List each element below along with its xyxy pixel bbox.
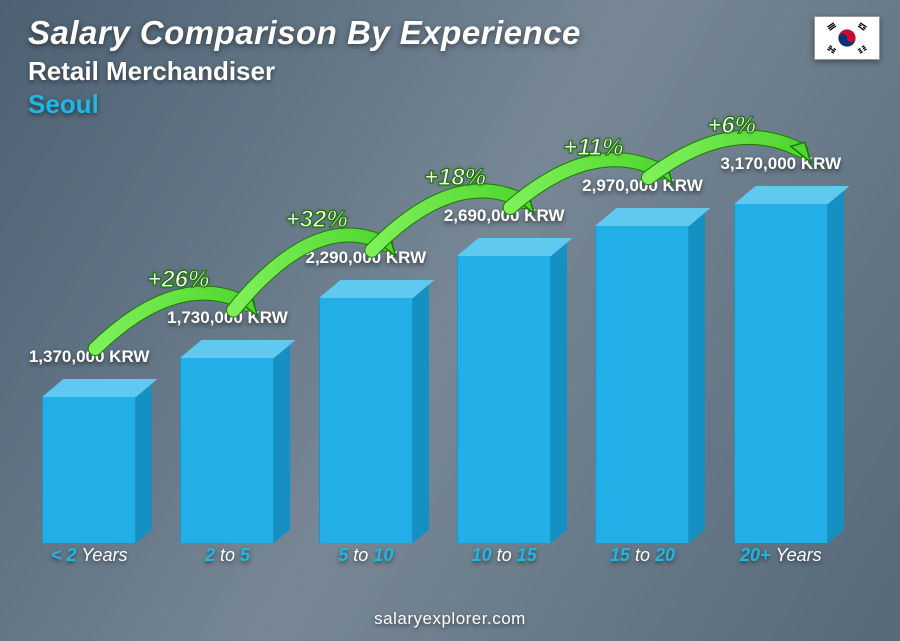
header: Salary Comparison By Experience Retail M… [28,14,880,120]
x-axis-label: 5 to 10 [297,545,435,571]
x-labels: < 2 Years2 to 55 to 1010 to 1515 to 2020… [20,545,850,571]
bar-value-label: 2,690,000 KRW [444,206,565,226]
bar-column: 2,690,000 KRW [435,130,573,543]
bar-column: 3,170,000 KRW [712,130,850,543]
bar [42,397,136,543]
flag-south-korea [814,16,880,60]
bar-chart: 1,370,000 KRW 1,730,000 KRW 2,290,000 KRW 2… [20,130,850,571]
bar-column: 2,290,000 KRW [297,130,435,543]
footer-credit: salaryexplorer.com [0,609,900,629]
bar-value-label: 3,170,000 KRW [720,154,841,174]
bar-column: 2,970,000 KRW [573,130,711,543]
bar-value-label: 1,730,000 KRW [167,308,288,328]
bar [180,358,274,543]
bar-value-label: 2,970,000 KRW [582,176,703,196]
bar [457,256,551,543]
chart-city: Seoul [28,89,880,120]
x-axis-label: 10 to 15 [435,545,573,571]
bar [319,298,413,543]
chart-title: Salary Comparison By Experience [28,14,880,52]
chart-stage: Salary Comparison By Experience Retail M… [0,0,900,641]
bar-value-label: 2,290,000 KRW [305,248,426,268]
x-axis-label: 2 to 5 [158,545,296,571]
bars-container: 1,370,000 KRW 1,730,000 KRW 2,290,000 KRW 2… [20,130,850,543]
bar-column: 1,370,000 KRW [20,130,158,543]
bar-value-label: 1,370,000 KRW [29,347,150,367]
chart-subtitle: Retail Merchandiser [28,56,880,87]
x-axis-label: < 2 Years [20,545,158,571]
bar [595,226,689,543]
bar-column: 1,730,000 KRW [158,130,296,543]
x-axis-label: 20+ Years [712,545,850,571]
x-axis-label: 15 to 20 [573,545,711,571]
bar [734,204,828,543]
